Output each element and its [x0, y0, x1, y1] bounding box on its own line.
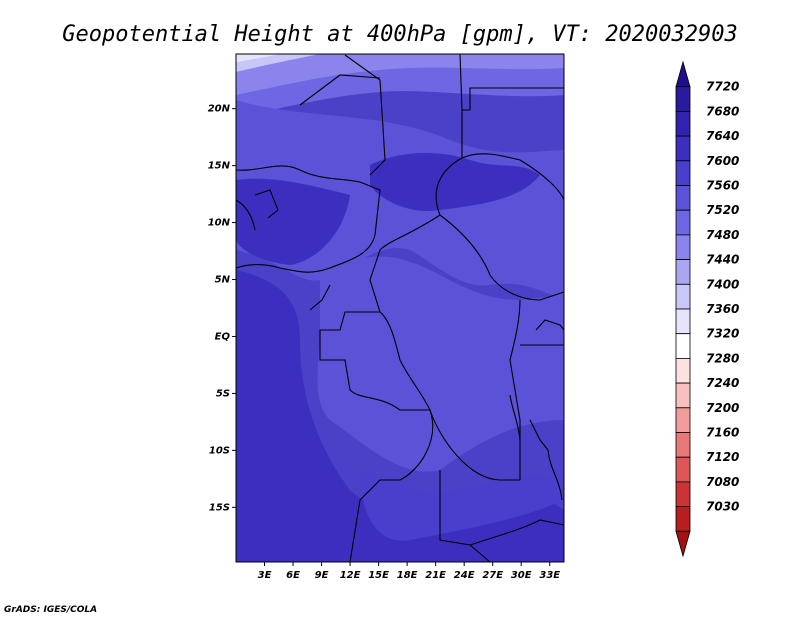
contour-7600-west — [236, 178, 350, 265]
colorbar-top-arrow — [675, 60, 691, 88]
colorbar-label: 7240 — [706, 376, 739, 390]
colorbar-label: 7320 — [706, 327, 739, 341]
colorbar-label: 7120 — [706, 450, 739, 464]
colorbar-label: 7030 — [706, 500, 739, 514]
x-tick-label: 12E — [340, 570, 361, 581]
contour-7600-north — [370, 153, 540, 211]
colorbar-swatch — [675, 209, 691, 236]
x-tick-label: 27E — [482, 570, 503, 581]
x-tick-label: 24E — [454, 570, 475, 581]
contour-7400 — [236, 54, 280, 62]
y-axis: 20N 15N 10N 5N EQ 5S 10S 15S — [208, 104, 236, 513]
colorbar-swatch — [675, 432, 691, 458]
country-borders — [235, 53, 565, 563]
colorbar-swatch — [675, 382, 691, 409]
x-tick-label: 9E — [315, 570, 329, 581]
x-tick-label: 21E — [425, 570, 446, 581]
colorbar-label: 7520 — [706, 203, 739, 217]
colorbar-label: 7720 — [706, 80, 739, 94]
colorbar-swatch — [675, 135, 691, 162]
colorbar-label: 7400 — [706, 277, 739, 291]
colorbar-swatch — [675, 407, 691, 433]
colorbar-swatch — [675, 357, 691, 384]
y-tick-label: 10N — [208, 218, 231, 229]
contour-7600-south — [236, 270, 564, 562]
colorbar-swatch — [675, 506, 691, 532]
y-tick-label: 15S — [209, 502, 230, 513]
colorbar-swatch — [675, 86, 691, 112]
colorbar-swatch — [675, 111, 691, 137]
x-tick-label: 30E — [511, 570, 532, 581]
colorbar-label: 7640 — [706, 129, 739, 143]
map-frame — [235, 53, 565, 563]
colorbar-swatch — [675, 333, 691, 359]
colorbar-swatch — [675, 234, 691, 260]
colorbar-swatch — [675, 481, 691, 507]
colorbar-label: 7200 — [706, 401, 739, 415]
colorbar-label: 7080 — [706, 475, 739, 489]
contour-7520 — [236, 54, 564, 95]
y-tick-label: 10S — [209, 445, 230, 456]
x-axis: 3E 6E 9E 12E 15E 18E 21E 24E 27E 30E 33E — [258, 562, 560, 581]
y-tick-label: 20N — [208, 104, 231, 115]
colorbar-bottom-arrow — [675, 530, 691, 558]
y-tick-label: 5S — [216, 388, 230, 399]
y-tick-label: EQ — [215, 331, 231, 342]
x-tick-label: 18E — [397, 570, 418, 581]
x-tick-label: 3E — [258, 570, 272, 581]
x-tick-label: 6E — [286, 570, 300, 581]
chart-title: Geopotential Height at 400hPa [gpm], VT:… — [62, 22, 738, 47]
colorbar-label: 7480 — [706, 228, 739, 242]
colorbar-swatch — [675, 185, 691, 211]
colorbar-label: 7680 — [706, 104, 739, 118]
colorbar-label: 7600 — [706, 154, 739, 168]
colorbar-label: 7280 — [706, 351, 739, 365]
map-panel — [235, 53, 565, 563]
grads-credit: GrADS: IGES/COLA — [4, 605, 97, 615]
x-tick-label: 33E — [539, 570, 560, 581]
colorbar: 7720 7680 7640 7600 7560 7520 7480 7440 7400 7360… — [675, 60, 739, 558]
y-tick-label: 5N — [215, 275, 231, 286]
colorbar-swatch — [675, 456, 691, 483]
colorbar-swatch — [675, 160, 691, 186]
colorbar-swatch — [675, 259, 691, 285]
colorbar-swatch — [675, 283, 691, 310]
colorbar-label: 7440 — [706, 253, 739, 267]
y-tick-label: 15N — [208, 161, 231, 172]
contour-7440 — [236, 54, 320, 72]
x-tick-label: 15E — [368, 570, 389, 581]
colorbar-label: 7560 — [706, 179, 739, 193]
colorbar-label: 7160 — [706, 426, 739, 440]
colorbar-swatch — [675, 308, 691, 335]
colorbar-label: 7360 — [706, 302, 739, 316]
contour-7580-south — [360, 470, 564, 541]
